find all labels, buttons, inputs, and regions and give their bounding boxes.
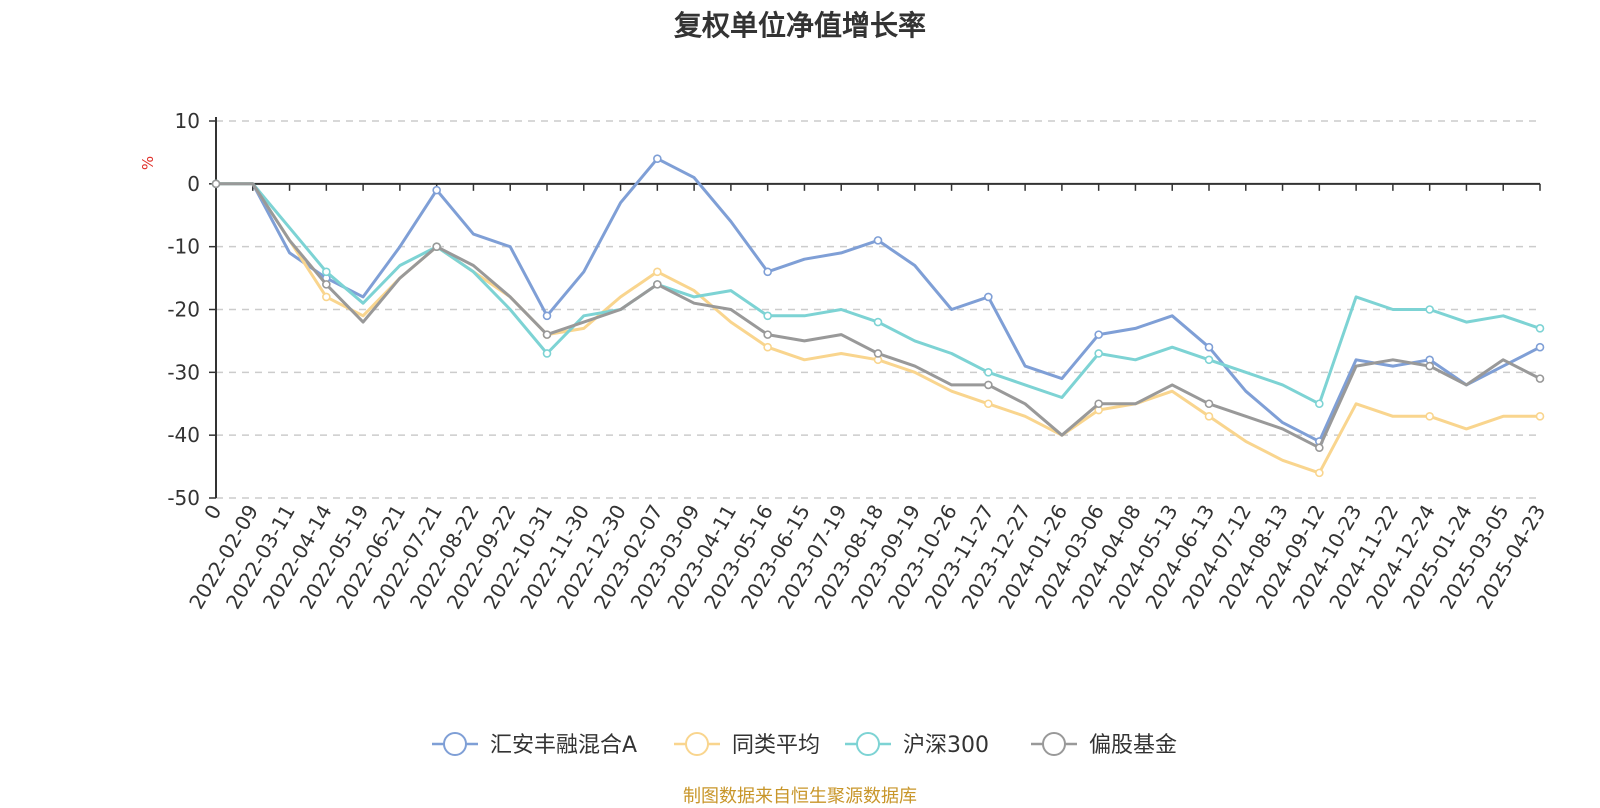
data-point (1315, 399, 1324, 409)
data-point (1204, 342, 1214, 352)
data-point (1535, 342, 1545, 352)
data-point (542, 311, 552, 321)
y-axis-unit: % (139, 156, 157, 170)
data-point (984, 368, 993, 377)
legend-circle-icon (1042, 732, 1066, 756)
grid-lines (216, 120, 1540, 499)
data-point (653, 280, 662, 289)
data-point (1094, 399, 1103, 409)
data-point (984, 399, 993, 409)
legend-item[interactable]: 偏股基金 (1031, 732, 1177, 758)
legend-label: 沪深300 (903, 733, 989, 758)
data-point (322, 292, 331, 302)
data-point (1535, 412, 1545, 421)
legend-item[interactable]: 沪深300 (845, 732, 989, 758)
y-tick-label: -20 (167, 298, 200, 322)
data-point (1204, 412, 1214, 421)
data-point (984, 292, 993, 302)
chart-title: 复权单位净值增长率 (673, 9, 926, 42)
data-point (432, 242, 441, 251)
data-point (432, 185, 441, 195)
axes: 100-10-20-30-40-50%02022-02-092022-03-11… (139, 109, 1550, 613)
data-point (763, 311, 772, 321)
data-point (1094, 349, 1103, 358)
data-point (873, 317, 883, 327)
legend-circle-icon (685, 732, 709, 756)
y-tick-label: -30 (167, 360, 200, 384)
source-note: 制图数据来自恒生聚源数据库 (683, 786, 917, 807)
data-point (322, 280, 331, 289)
legend-label: 汇安丰融混合A (490, 733, 637, 758)
data-point (1094, 330, 1103, 339)
legend-item[interactable]: 汇安丰融混合A (432, 732, 637, 758)
data-point (763, 330, 772, 339)
data-point (1425, 412, 1434, 421)
data-point (542, 330, 552, 339)
data-point (322, 267, 331, 277)
data-point (1535, 374, 1545, 383)
y-tick-label: 10 (175, 109, 200, 133)
data-point (763, 267, 772, 277)
legend-label: 同类平均 (732, 733, 820, 758)
data-point (653, 267, 662, 277)
legend-label: 偏股基金 (1089, 733, 1177, 758)
legend-circle-icon (443, 732, 467, 756)
legend-item[interactable]: 同类平均 (674, 732, 820, 758)
y-tick-label: 0 (187, 172, 200, 196)
data-point (1425, 361, 1434, 371)
data-point (873, 236, 883, 245)
y-tick-label: -50 (167, 486, 200, 510)
series-line (216, 182, 1541, 406)
legend: 汇安丰融混合A 同类平均 沪深300 偏股基金 (432, 732, 1177, 758)
series-line (216, 182, 1540, 475)
series-lines (211, 154, 1545, 478)
x-tick-label: 0 (199, 501, 226, 524)
data-point (1204, 355, 1214, 365)
data-point (1425, 305, 1434, 314)
data-point (1315, 443, 1324, 453)
data-point (542, 349, 552, 358)
data-point (1535, 324, 1545, 333)
y-tick-label: -10 (167, 235, 200, 259)
data-point (653, 154, 662, 163)
y-tick-label: -40 (167, 423, 200, 447)
data-point (211, 179, 221, 189)
data-point (1315, 468, 1324, 478)
data-point (763, 342, 772, 352)
data-point (1204, 399, 1214, 409)
legend-circle-icon (856, 732, 880, 756)
data-point (984, 380, 993, 390)
data-point (873, 349, 883, 358)
